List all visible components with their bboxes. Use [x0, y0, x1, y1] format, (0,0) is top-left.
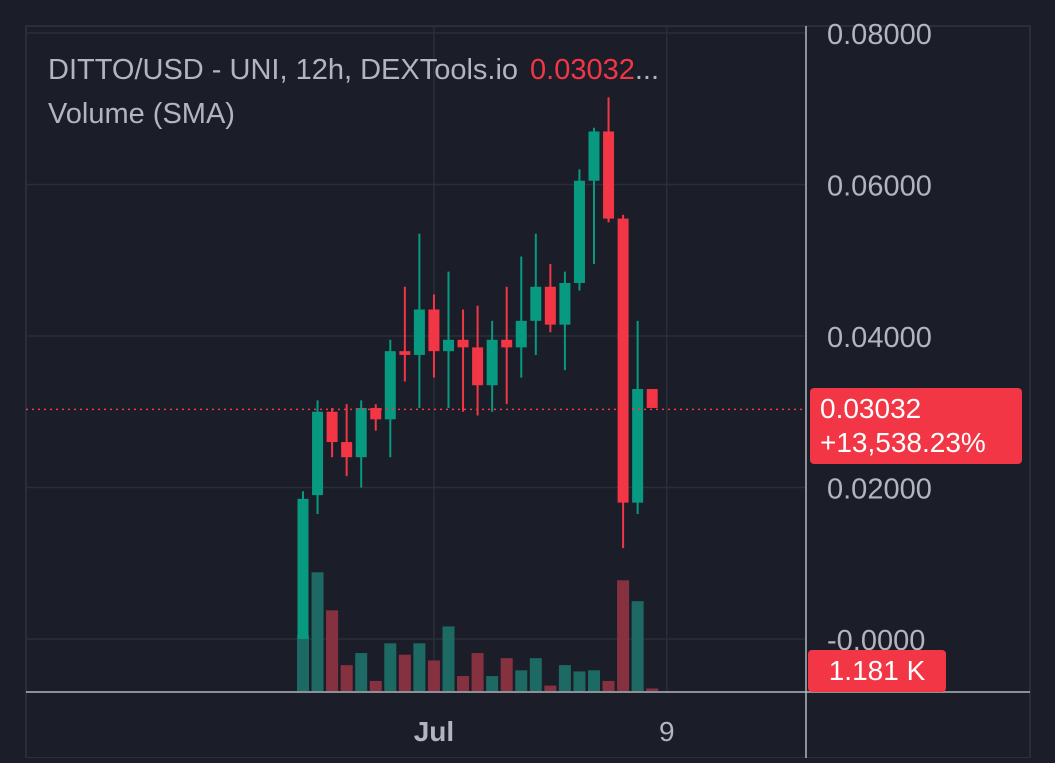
volume-bar: [515, 670, 528, 691]
volume-bar: [631, 601, 644, 691]
volume-bar: [486, 676, 499, 691]
candle-body: [588, 131, 600, 181]
candle-body: [544, 286, 556, 325]
candle-body: [443, 339, 454, 352]
last-price-value: 0.03032: [820, 393, 922, 424]
candle-body: [355, 407, 367, 458]
y-tick-label: 0.08000: [827, 19, 932, 51]
candle-body: [646, 389, 658, 408]
volume-bar: [311, 572, 324, 691]
candle-body: [413, 309, 425, 355]
candle-body: [326, 411, 338, 443]
candle-body: [297, 498, 309, 639]
price-change-percent: +13,538.23%: [820, 427, 986, 458]
legend-ellipsis: ...: [634, 54, 660, 86]
candle-body: [530, 286, 542, 321]
volume-bar: [369, 680, 382, 691]
y-tick-label: 0.06000: [827, 171, 932, 203]
candle-body: [399, 351, 411, 355]
volume-bar: [355, 653, 368, 691]
volume-bar: [427, 660, 440, 691]
volume-bar: [340, 665, 353, 691]
indicator-label[interactable]: Volume (SMA): [48, 98, 235, 130]
candle-body: [501, 339, 513, 348]
volume-bar: [398, 654, 411, 691]
candle-body: [312, 411, 324, 496]
volume-bar: [413, 643, 426, 691]
volume-bar: [558, 665, 571, 691]
candle-body: [486, 339, 498, 386]
volume-bar: [617, 580, 630, 691]
volume-bar: [457, 676, 470, 691]
candle-body: [559, 282, 571, 325]
candle-body: [472, 347, 484, 386]
candle-body: [617, 218, 629, 503]
volume-bar: [384, 643, 397, 691]
volume-bar: [573, 671, 586, 691]
volume-bar: [588, 670, 600, 691]
volume-bar: [442, 626, 455, 691]
chart-legend: DITTO/USD - UNI, 12h, DEXTools.io 0.03032…: [48, 48, 659, 136]
y-tick-label: 0.02000: [827, 474, 932, 506]
volume-bar: [602, 680, 615, 691]
volume-bar: [297, 635, 309, 691]
candle-body: [603, 131, 615, 219]
candle-body: [370, 407, 382, 420]
volume-bar: [471, 653, 484, 691]
volume-bar: [646, 688, 659, 691]
last-price-tag: 0.03032 +13,538.23%: [810, 388, 1022, 464]
candle-body: [457, 339, 469, 348]
y-tick-label: 0.04000: [827, 322, 932, 354]
candle-body: [384, 351, 396, 420]
volume-bars: [297, 572, 659, 691]
volume-bar: [529, 658, 542, 691]
candle-body: [341, 442, 353, 458]
legend-last-price: 0.03032: [530, 54, 635, 86]
candle-body: [632, 389, 644, 503]
volume-bar: [544, 685, 557, 691]
symbol-line: DITTO/USD - UNI, 12h, DEXTools.io 0.03032…: [48, 48, 659, 92]
symbol-title: DITTO/USD - UNI, 12h, DEXTools.io: [48, 54, 519, 86]
volume-bar: [500, 658, 513, 691]
x-tick-label: 9: [659, 716, 675, 747]
candle-body: [515, 320, 527, 348]
volume-bar: [326, 610, 339, 691]
candle-body: [428, 309, 440, 352]
price-candles: [297, 97, 658, 639]
volume-value-tag: 1.181 K: [808, 650, 946, 692]
candle-body: [573, 180, 585, 283]
x-tick-label: Jul: [414, 716, 454, 747]
